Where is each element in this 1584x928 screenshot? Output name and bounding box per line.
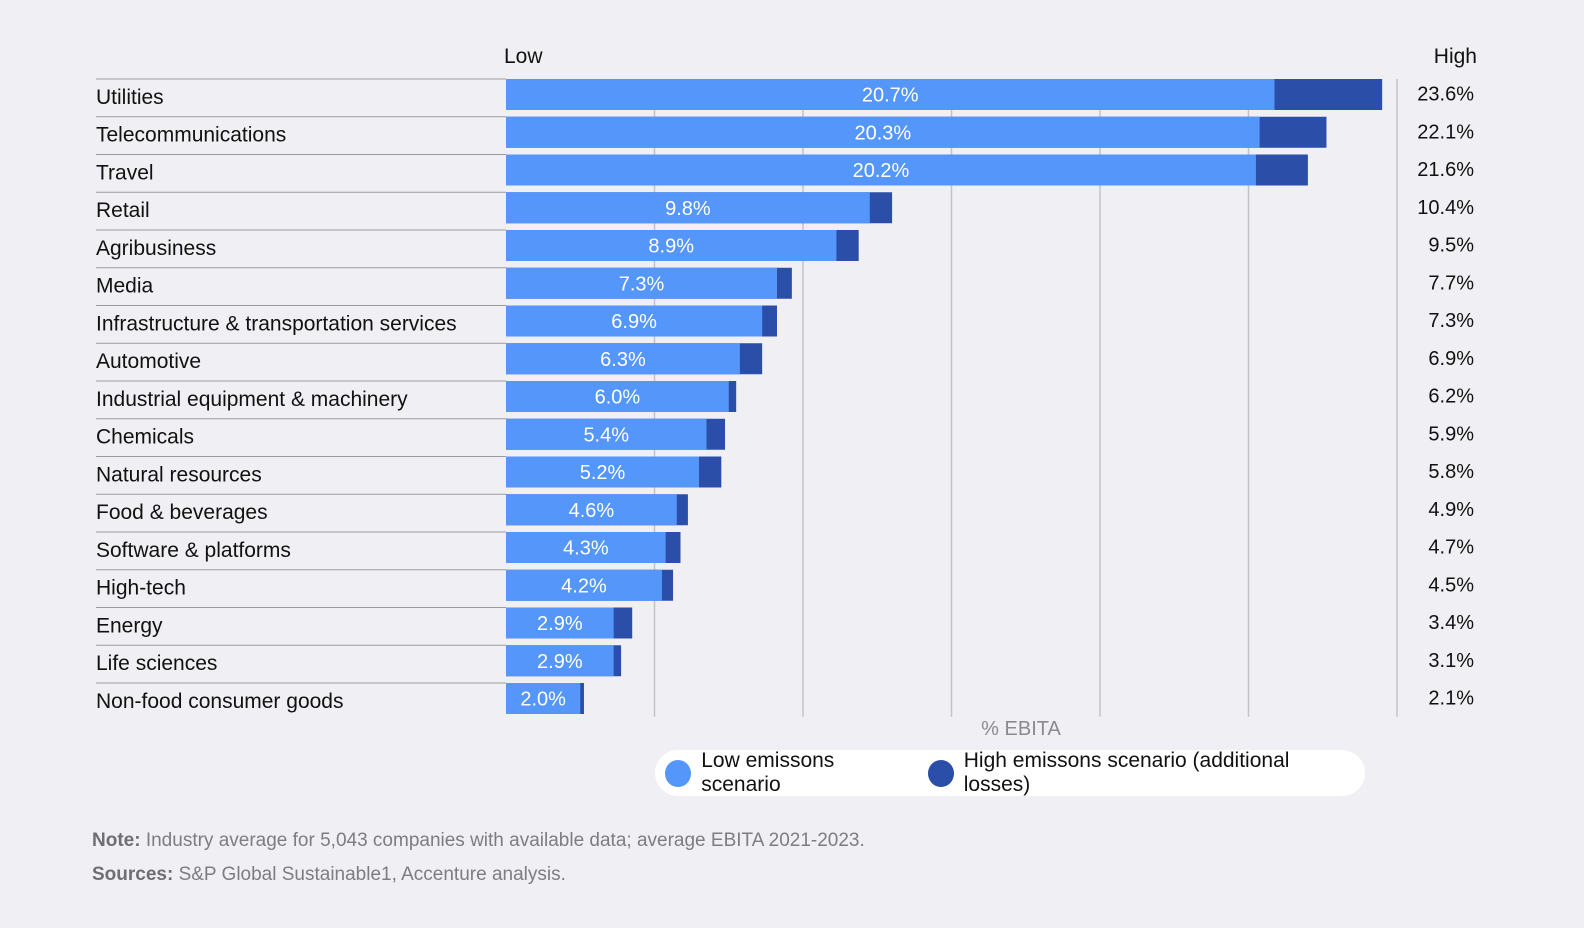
high-header: High xyxy=(1434,45,1477,68)
bar-low-2 xyxy=(506,154,1256,186)
row-separators xyxy=(96,78,506,684)
value-label-low-8: 6.0% xyxy=(595,387,641,409)
bar-low-1 xyxy=(506,116,1260,148)
legend-label-low: Low emissons scenario xyxy=(701,749,835,796)
legend-label-high: High emissons scenario (additional losse… xyxy=(963,749,1290,796)
category-label-8: Industrial equipment & machinery xyxy=(96,388,408,411)
value-label-low-11: 4.6% xyxy=(569,500,615,522)
value-label-low-15: 2.9% xyxy=(537,651,583,673)
value-label-high-7: 6.9% xyxy=(1428,348,1474,370)
value-label-high-2: 21.6% xyxy=(1417,159,1474,181)
category-label-3: Retail xyxy=(96,199,150,222)
chart-legend: Low emissons scenario High emissons scen… xyxy=(655,749,1365,797)
bar-low-0 xyxy=(506,79,1275,110)
value-label-high-1: 22.1% xyxy=(1417,121,1474,143)
value-label-high-12: 4.7% xyxy=(1428,537,1474,559)
value-label-low-2: 20.2% xyxy=(853,160,910,182)
bar-low-7 xyxy=(506,343,740,375)
category-label-6: Infrastructure & transportation services xyxy=(96,312,457,335)
category-label-7: Automotive xyxy=(96,350,201,373)
category-label-10: Natural resources xyxy=(96,463,262,486)
value-label-high-4: 9.5% xyxy=(1428,235,1474,257)
category-label-1: Telecommunications xyxy=(96,124,286,147)
value-label-low-14: 2.9% xyxy=(537,613,583,635)
bar-low-9 xyxy=(506,418,707,450)
value-label-low-16: 2.0% xyxy=(520,689,566,711)
value-label-low-5: 7.3% xyxy=(619,273,665,295)
footnotes: Note: Industry average for 5,043 compani… xyxy=(92,824,865,892)
bar-low-3 xyxy=(506,192,870,224)
value-label-high-11: 4.9% xyxy=(1428,499,1474,521)
value-label-low-7: 6.3% xyxy=(600,349,646,371)
category-label-2: Travel xyxy=(96,161,154,184)
value-label-high-0: 23.6% xyxy=(1417,84,1474,106)
category-label-14: Energy xyxy=(96,614,163,637)
value-label-low-12: 4.3% xyxy=(563,538,609,560)
value-label-high-5: 7.7% xyxy=(1428,272,1474,294)
bar-low-16 xyxy=(506,683,581,714)
note-text: Industry average for 5,043 companies wit… xyxy=(140,830,865,851)
sources-text: S&P Global Sustainable1, Accenture analy… xyxy=(173,864,566,885)
bar-low-5 xyxy=(506,267,778,299)
value-label-high-15: 3.1% xyxy=(1428,650,1474,672)
value-label-high-8: 6.2% xyxy=(1428,386,1474,408)
bar-low-8 xyxy=(506,381,729,412)
value-label-low-0: 20.7% xyxy=(862,85,919,107)
value-label-low-6: 6.9% xyxy=(611,311,657,333)
x-axis-title: % EBITA xyxy=(981,718,1061,740)
value-label-low-1: 20.3% xyxy=(854,122,911,144)
value-label-high-14: 3.4% xyxy=(1428,612,1474,634)
legend-item-high: High emissons scenario (additional losse… xyxy=(927,749,1352,797)
category-label-4: Agribusiness xyxy=(96,237,216,260)
labels: Utilities 20.7% 23.6% Telecommunications 20.… xyxy=(96,84,1474,713)
value-label-high-10: 5.8% xyxy=(1428,461,1474,483)
legend-item-low: Low emissons scenario xyxy=(665,749,914,797)
category-label-9: Chemicals xyxy=(96,426,194,449)
legend-swatch-high xyxy=(927,759,954,787)
value-label-low-9: 5.4% xyxy=(583,424,629,446)
bar-low-4 xyxy=(506,230,837,261)
value-label-high-13: 4.5% xyxy=(1428,574,1474,596)
sources-label: Sources: xyxy=(92,864,174,885)
note-line: Note: Industry average for 5,043 compani… xyxy=(92,824,865,858)
bar-low-15 xyxy=(506,645,614,677)
bar-low-11 xyxy=(506,494,677,526)
category-label-12: Software & platforms xyxy=(96,539,291,562)
bar-low-10 xyxy=(506,456,700,488)
value-label-high-16: 2.1% xyxy=(1428,688,1474,710)
value-label-high-6: 7.3% xyxy=(1428,310,1474,332)
value-label-low-4: 8.9% xyxy=(648,236,694,258)
bar-low-13 xyxy=(506,569,662,601)
category-label-11: Food & beverages xyxy=(96,501,268,524)
category-label-15: Life sciences xyxy=(96,652,217,675)
note-label: Note: xyxy=(92,830,141,851)
bars xyxy=(506,79,1383,714)
category-label-16: Non-food consumer goods xyxy=(96,690,343,713)
value-label-low-13: 4.2% xyxy=(561,575,607,597)
bar-low-12 xyxy=(506,532,666,563)
value-label-high-3: 10.4% xyxy=(1417,197,1474,219)
category-label-0: Utilities xyxy=(96,86,164,109)
bar-low-14 xyxy=(506,607,614,639)
legend-swatch-low xyxy=(665,759,692,787)
value-label-low-3: 9.8% xyxy=(665,198,711,220)
low-header: Low xyxy=(504,45,543,68)
category-label-13: High-tech xyxy=(96,577,186,600)
bar-low-6 xyxy=(506,305,763,337)
value-label-high-9: 5.9% xyxy=(1428,423,1474,445)
sources-line: Sources: S&P Global Sustainable1, Accent… xyxy=(92,858,865,892)
category-label-5: Media xyxy=(96,275,154,298)
value-label-low-10: 5.2% xyxy=(580,462,626,484)
